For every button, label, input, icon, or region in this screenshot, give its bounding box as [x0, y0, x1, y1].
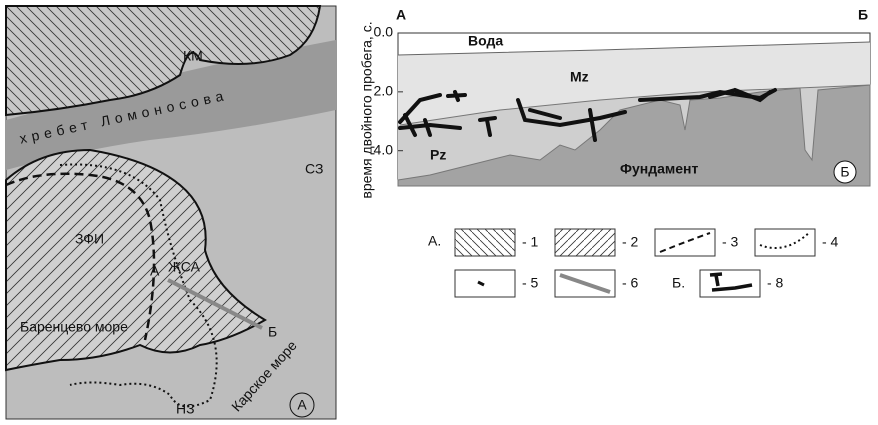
panel-label: Б — [840, 164, 849, 180]
legend-item: - 5 — [522, 275, 539, 291]
legend: А. - 1 - 2 - 3 - 4 - 5 - 6 Б. - 8 — [428, 229, 839, 297]
map: КМ хребет Ломоносова СЗ ЗФИ А ЖСА Б Баре… — [6, 6, 336, 419]
corner-label: А — [396, 7, 406, 23]
y-axis-title: время двойного пробега, с. — [359, 21, 375, 198]
y-tick-label: 0.0 — [374, 24, 394, 40]
map-label: СЗ — [305, 161, 323, 177]
map-label: Баренцево море — [20, 319, 128, 335]
map-label: А — [150, 263, 160, 279]
layer-label: Mz — [570, 69, 589, 85]
legend-group: Б. — [672, 275, 685, 291]
map-label: КМ — [183, 48, 203, 64]
section: А Б время двойного пробега, с. Вода Mz P… — [359, 7, 870, 199]
legend-item: - 8 — [767, 275, 784, 291]
legend-group: А. — [428, 233, 441, 249]
legend-item: - 3 — [722, 234, 739, 250]
panel-label: А — [297, 397, 307, 413]
map-label: Б — [268, 324, 277, 340]
y-tick-label: 4.0 — [374, 141, 394, 157]
figure: КМ хребет Ломоносова СЗ ЗФИ А ЖСА Б Баре… — [0, 0, 878, 425]
layer-label: Фундамент — [620, 161, 698, 177]
layer-label: Pz — [430, 147, 446, 163]
map-label: ЗФИ — [75, 231, 104, 247]
layer-label: Вода — [468, 33, 503, 49]
y-tick-label: 2.0 — [374, 83, 394, 99]
map-label: ЖСА — [168, 259, 201, 275]
legend-item: - 6 — [622, 275, 639, 291]
legend-item: - 1 — [522, 234, 539, 250]
corner-label: Б — [858, 7, 868, 23]
map-label: НЗ — [176, 401, 195, 417]
legend-item: - 4 — [822, 234, 839, 250]
legend-item: - 2 — [622, 234, 639, 250]
